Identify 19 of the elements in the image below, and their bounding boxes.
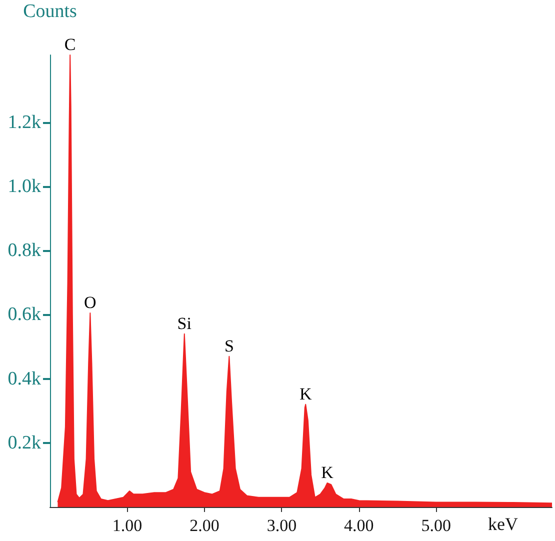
y-tick-label: 0.8k — [8, 240, 42, 262]
y-tick-label: 0.4k — [8, 368, 42, 390]
y-tick-label: 1.2k — [8, 112, 42, 133]
x-tick-label: 2.00 — [190, 516, 220, 535]
x-axis-title: keV — [488, 514, 518, 534]
x-tick-label: 1.00 — [112, 516, 142, 535]
annotation: Si — [177, 314, 192, 333]
annotation: C — [64, 35, 76, 54]
y-tick-label: 1.0k — [8, 176, 42, 197]
annotation: S — [224, 336, 234, 356]
y-tick-label: 0.6k — [8, 304, 42, 326]
x-tick-label: 3.00 — [266, 516, 297, 535]
annotation: K — [321, 462, 334, 482]
x-tick-label: 5.00 — [421, 516, 452, 535]
y-axis-title: Counts — [23, 1, 77, 22]
y-tick-label: 0.2k — [8, 432, 42, 454]
annotation: O — [84, 293, 96, 312]
annotation: K — [299, 384, 312, 404]
x-tick-label: 4.00 — [344, 516, 374, 535]
